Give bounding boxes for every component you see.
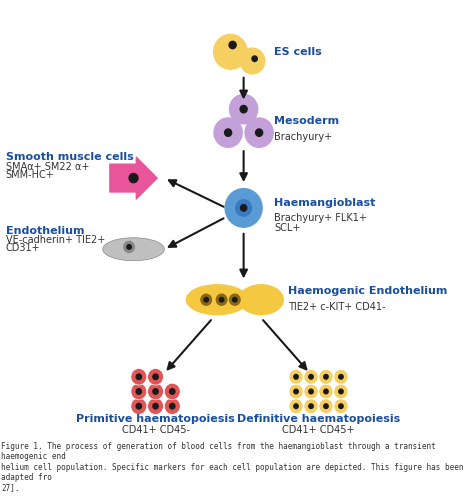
Circle shape xyxy=(233,297,237,302)
Circle shape xyxy=(153,404,158,409)
Circle shape xyxy=(339,389,343,394)
Circle shape xyxy=(304,384,318,399)
Circle shape xyxy=(136,374,141,380)
Circle shape xyxy=(229,94,258,124)
Text: Figure 1. The process of generation of blood cells from the haemangioblast throu: Figure 1. The process of generation of b… xyxy=(1,442,464,493)
Circle shape xyxy=(229,41,236,49)
Circle shape xyxy=(204,297,209,302)
Text: SMAα+ SM22 α+: SMAα+ SM22 α+ xyxy=(6,162,89,171)
Circle shape xyxy=(304,369,318,384)
Circle shape xyxy=(289,384,303,399)
Text: Primitive haematopoiesis: Primitive haematopoiesis xyxy=(76,414,235,424)
Circle shape xyxy=(240,105,247,113)
Circle shape xyxy=(334,384,348,399)
Circle shape xyxy=(131,383,147,400)
Text: SCL+: SCL+ xyxy=(274,223,301,233)
Circle shape xyxy=(245,118,273,147)
Text: Haemangioblast: Haemangioblast xyxy=(274,198,376,208)
Text: Endothelium: Endothelium xyxy=(6,226,84,236)
Circle shape xyxy=(147,369,164,385)
Circle shape xyxy=(225,189,262,227)
Circle shape xyxy=(219,297,224,302)
Circle shape xyxy=(129,173,138,183)
Circle shape xyxy=(304,399,318,414)
Circle shape xyxy=(240,205,246,211)
Circle shape xyxy=(147,383,164,400)
Circle shape xyxy=(324,375,328,379)
Ellipse shape xyxy=(239,285,283,315)
Text: CD41+ CD45+: CD41+ CD45+ xyxy=(282,425,355,435)
Circle shape xyxy=(309,375,313,379)
Circle shape xyxy=(136,404,141,409)
Text: CD31+: CD31+ xyxy=(6,244,40,253)
Circle shape xyxy=(294,389,298,394)
Circle shape xyxy=(324,389,328,394)
Circle shape xyxy=(164,383,180,400)
Circle shape xyxy=(334,369,348,384)
Circle shape xyxy=(214,118,242,147)
Circle shape xyxy=(229,294,240,305)
Circle shape xyxy=(236,200,252,216)
Text: Brachyury+: Brachyury+ xyxy=(274,132,333,142)
Text: Haemogenic Endothelium: Haemogenic Endothelium xyxy=(288,285,447,296)
Circle shape xyxy=(153,389,158,394)
Circle shape xyxy=(170,404,175,409)
Circle shape xyxy=(294,375,298,379)
FancyArrowPatch shape xyxy=(110,157,157,199)
Text: VE-cadherin+ TIE2+: VE-cadherin+ TIE2+ xyxy=(6,235,105,245)
Ellipse shape xyxy=(103,238,164,261)
Circle shape xyxy=(216,294,227,305)
Text: Smooth muscle cells: Smooth muscle cells xyxy=(6,153,134,163)
Circle shape xyxy=(255,129,263,136)
Circle shape xyxy=(127,245,131,249)
Circle shape xyxy=(131,398,147,414)
Circle shape xyxy=(309,389,313,394)
Circle shape xyxy=(147,398,164,414)
Text: Definitive haematopoiesis: Definitive haematopoiesis xyxy=(237,414,400,424)
Circle shape xyxy=(309,404,313,409)
Circle shape xyxy=(225,129,232,136)
Circle shape xyxy=(319,384,333,399)
Ellipse shape xyxy=(186,285,248,315)
Circle shape xyxy=(153,374,158,380)
Circle shape xyxy=(324,404,328,409)
Text: TIE2+ c-KIT+ CD41-: TIE2+ c-KIT+ CD41- xyxy=(288,302,385,312)
Circle shape xyxy=(252,56,257,62)
Circle shape xyxy=(294,404,298,409)
Text: CD41+ CD45-: CD41+ CD45- xyxy=(121,425,190,435)
Circle shape xyxy=(124,242,135,252)
Circle shape xyxy=(339,404,343,409)
Circle shape xyxy=(289,399,303,414)
Circle shape xyxy=(339,375,343,379)
Circle shape xyxy=(319,399,333,414)
Circle shape xyxy=(214,34,247,69)
Text: Brachyury+ FLK1+: Brachyury+ FLK1+ xyxy=(274,213,367,223)
Text: SMM-HC+: SMM-HC+ xyxy=(6,170,55,180)
Circle shape xyxy=(289,369,303,384)
Circle shape xyxy=(131,369,147,385)
Circle shape xyxy=(334,399,348,414)
Circle shape xyxy=(164,398,180,414)
Circle shape xyxy=(240,48,265,74)
Circle shape xyxy=(201,294,211,305)
Text: Mesoderm: Mesoderm xyxy=(274,116,339,126)
Circle shape xyxy=(319,369,333,384)
Circle shape xyxy=(136,389,141,394)
Text: ES cells: ES cells xyxy=(274,47,322,57)
Circle shape xyxy=(170,389,175,394)
